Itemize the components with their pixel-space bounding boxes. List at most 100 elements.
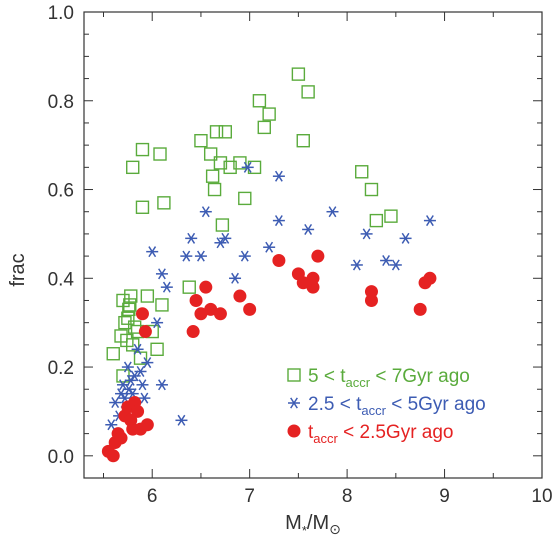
data-point-circle bbox=[186, 325, 200, 339]
data-point-circle bbox=[296, 276, 310, 290]
data-point-asterisk bbox=[229, 272, 242, 284]
data-point-asterisk bbox=[155, 379, 168, 391]
data-point-circle bbox=[199, 280, 213, 294]
data-point-square bbox=[213, 156, 228, 170]
data-point-asterisk bbox=[219, 232, 232, 244]
data-point-square bbox=[364, 182, 379, 197]
x-tick-label: 7 bbox=[244, 486, 255, 507]
data-point-square bbox=[118, 315, 132, 330]
data-point-asterisk bbox=[122, 383, 135, 395]
data-point-square bbox=[218, 125, 232, 139]
data-point-circle bbox=[364, 285, 378, 299]
data-point-asterisk bbox=[136, 379, 149, 391]
data-point-circle bbox=[135, 307, 149, 321]
data-point-square bbox=[133, 351, 148, 365]
data-point-square bbox=[194, 134, 208, 148]
data-point-square bbox=[238, 191, 252, 206]
series-asterisk bbox=[105, 161, 436, 431]
data-point-square bbox=[122, 302, 136, 317]
data-point-asterisk bbox=[326, 206, 339, 218]
data-point-square bbox=[126, 160, 140, 175]
data-point-circle bbox=[287, 424, 301, 438]
data-point-asterisk bbox=[151, 317, 164, 329]
data-point-square bbox=[252, 94, 267, 108]
data-point-asterisk bbox=[160, 281, 173, 293]
y-tick-label: 0.4 bbox=[48, 269, 75, 290]
data-point-asterisk bbox=[238, 250, 251, 262]
data-point-square bbox=[262, 107, 276, 121]
data-point-asterisk bbox=[116, 379, 129, 391]
x-axis-label: M*/M⊙ bbox=[285, 512, 341, 538]
data-point-square bbox=[153, 147, 167, 161]
data-point-asterisk bbox=[138, 392, 151, 404]
data-point-asterisk bbox=[131, 343, 144, 355]
data-point-square bbox=[106, 347, 120, 361]
data-point-square bbox=[207, 182, 222, 197]
data-point-square bbox=[135, 142, 150, 157]
y-axis-label: frac bbox=[7, 253, 29, 286]
data-point-square bbox=[215, 218, 230, 232]
data-point-asterisk bbox=[175, 414, 188, 426]
data-point-circle bbox=[106, 449, 120, 463]
data-point-square bbox=[126, 338, 140, 352]
data-point-circle bbox=[272, 254, 286, 268]
data-point-square bbox=[209, 125, 224, 139]
data-point-asterisk bbox=[134, 365, 147, 377]
data-point-circle bbox=[138, 325, 152, 339]
series-circle bbox=[101, 249, 437, 463]
data-point-asterisk bbox=[399, 232, 412, 244]
y-tick-label: 0.8 bbox=[48, 92, 74, 113]
data-point-square bbox=[205, 169, 220, 183]
data-point-asterisk bbox=[180, 250, 193, 262]
data-point-circle bbox=[114, 431, 128, 445]
data-point-square bbox=[257, 120, 271, 135]
data-point-square bbox=[287, 368, 301, 382]
legend-entry: 5 < taccr < 7Gyr ago bbox=[308, 366, 470, 390]
data-point-asterisk bbox=[288, 397, 300, 409]
x-tick-label: 6 bbox=[147, 486, 158, 507]
data-point-circle bbox=[213, 307, 227, 321]
data-point-asterisk bbox=[128, 370, 141, 382]
data-point-asterisk bbox=[350, 259, 363, 271]
data-point-circle bbox=[306, 271, 320, 285]
data-point-asterisk bbox=[214, 237, 227, 249]
data-point-square bbox=[140, 289, 155, 303]
data-point-asterisk bbox=[155, 268, 168, 280]
x-tick-label: 8 bbox=[342, 486, 353, 507]
legend-entry: taccr < 2.5Gyr ago bbox=[308, 422, 454, 446]
data-point-square bbox=[223, 160, 237, 175]
legend-entry: 2.5 < taccr < 5Gyr ago bbox=[308, 394, 486, 418]
y-tick-label: 0.6 bbox=[48, 181, 74, 202]
data-point-square bbox=[150, 342, 164, 356]
data-point-asterisk bbox=[121, 361, 134, 373]
data-point-square bbox=[123, 298, 137, 312]
data-point-circle bbox=[194, 307, 208, 321]
data-point-asterisk bbox=[389, 259, 402, 271]
data-point-square bbox=[369, 213, 384, 228]
data-point-square bbox=[291, 67, 306, 81]
data-point-circle bbox=[311, 249, 325, 263]
data-point-circle bbox=[233, 289, 247, 303]
data-point-square bbox=[296, 134, 310, 148]
data-point-asterisk bbox=[380, 255, 393, 267]
data-point-asterisk bbox=[241, 161, 254, 173]
data-point-asterisk bbox=[124, 374, 137, 386]
plot-frame bbox=[83, 11, 543, 479]
data-point-asterisk bbox=[141, 357, 154, 369]
data-point-circle bbox=[413, 302, 427, 316]
axis-ticks: 6 7 8 9 10 0.0 0.2 0.4 0.6 0.8 1.0 bbox=[48, 3, 553, 507]
data-point-square bbox=[157, 196, 171, 210]
data-point-asterisk bbox=[302, 223, 315, 235]
data-point-asterisk bbox=[146, 246, 159, 258]
x-tick-label: 9 bbox=[439, 486, 450, 507]
data-point-asterisk bbox=[105, 419, 118, 431]
data-point-square bbox=[155, 298, 169, 312]
data-point-square bbox=[301, 85, 315, 99]
data-point-square bbox=[384, 209, 398, 223]
data-point-asterisk bbox=[360, 228, 373, 240]
data-point-square bbox=[182, 280, 196, 294]
data-point-asterisk bbox=[185, 232, 198, 244]
data-point-asterisk bbox=[263, 241, 276, 253]
data-point-asterisk bbox=[199, 206, 212, 218]
